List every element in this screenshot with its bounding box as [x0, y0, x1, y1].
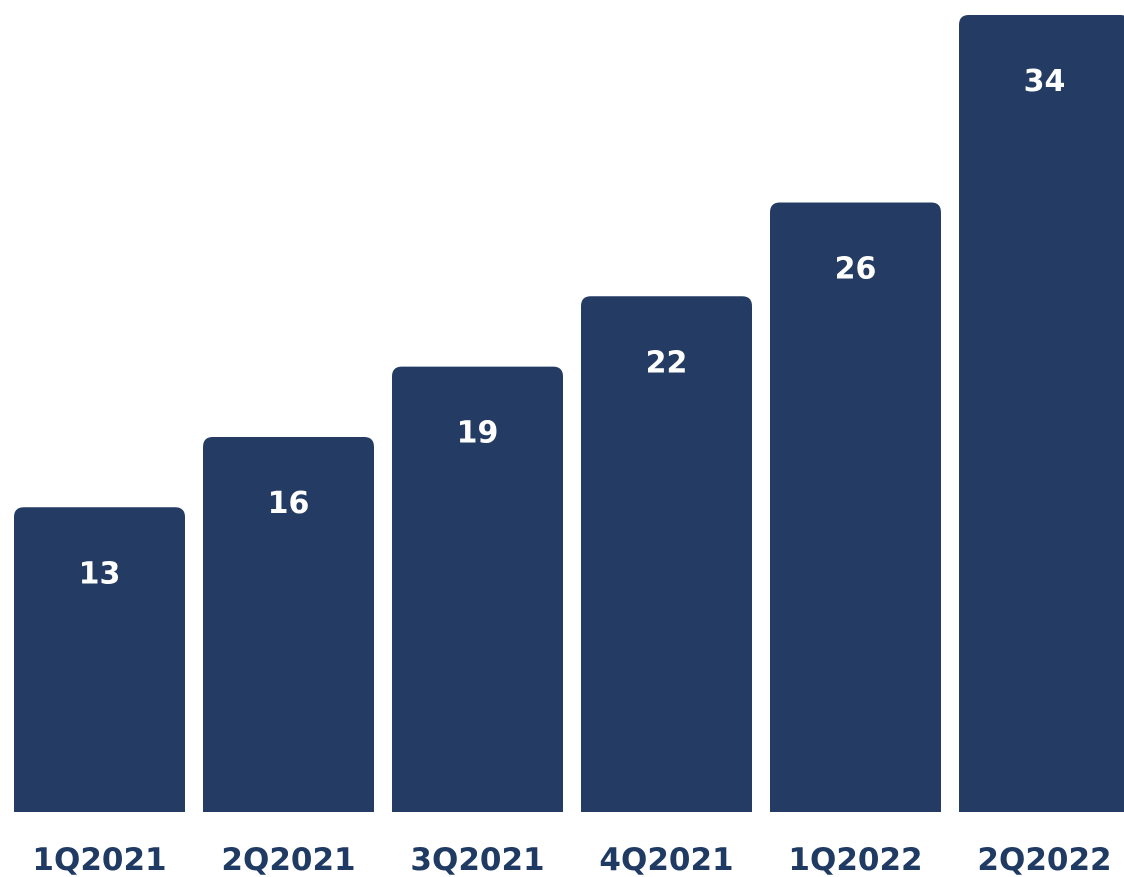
- data-label-1q2022: 26: [835, 252, 877, 287]
- data-labels-group: 13 16 19 22 26 34: [79, 64, 1066, 591]
- data-label-1q2021: 13: [79, 556, 121, 591]
- data-label-3q2021: 19: [457, 416, 499, 451]
- data-label-4q2021: 22: [646, 345, 688, 380]
- category-label-4q2021: 4Q2021: [599, 842, 733, 877]
- category-label-1q2021: 1Q2021: [32, 842, 166, 877]
- data-label-2q2022: 34: [1024, 64, 1066, 99]
- bar-1q2021: [14, 507, 185, 812]
- category-label-2q2022: 2Q2022: [977, 842, 1111, 877]
- bar-2q2022: [959, 15, 1124, 812]
- bars-group: [14, 15, 1124, 812]
- category-labels-group: 1Q2021 2Q2021 3Q2021 4Q2021 1Q2022 2Q2022: [32, 842, 1111, 877]
- bar-2q2021: [203, 436, 374, 812]
- bar-1q2022: [770, 202, 941, 812]
- category-label-1q2022: 1Q2022: [788, 842, 922, 877]
- bar-3q2021: [392, 366, 563, 812]
- bar-4q2021: [581, 296, 752, 812]
- category-label-2q2021: 2Q2021: [221, 842, 355, 877]
- category-label-3q2021: 3Q2021: [410, 842, 544, 877]
- data-label-2q2021: 16: [268, 486, 310, 521]
